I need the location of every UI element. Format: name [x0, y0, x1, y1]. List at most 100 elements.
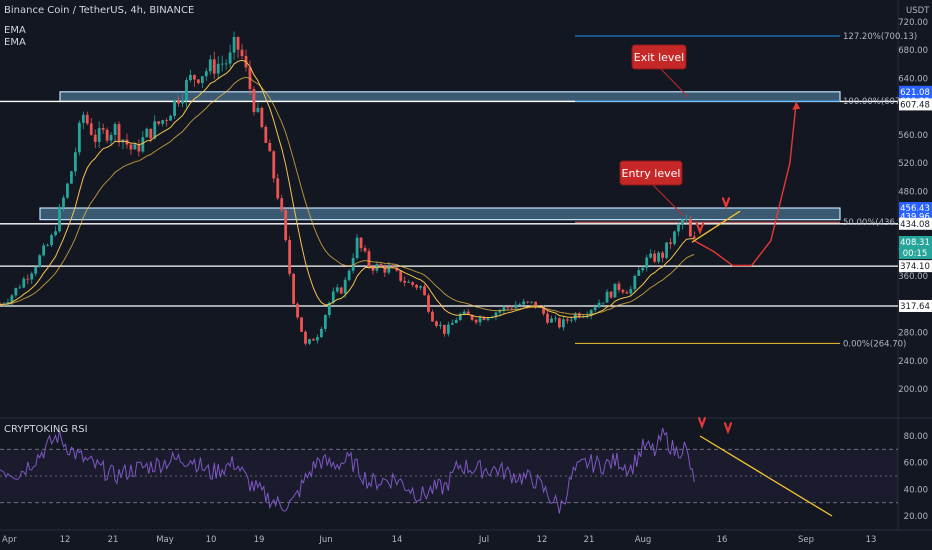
candle-body — [319, 328, 323, 338]
candle-body — [165, 120, 169, 122]
candle-body — [462, 311, 466, 314]
candle-body — [200, 76, 204, 83]
price-tag-bg — [899, 98, 932, 111]
price-axis-tick: 520.00 — [898, 159, 928, 169]
price-tag-bg — [899, 85, 932, 98]
candle-body — [73, 152, 77, 172]
ema-line — [0, 59, 695, 319]
candle-body — [546, 313, 549, 323]
candle-body — [474, 319, 478, 323]
candle-body — [50, 235, 53, 246]
exit-level-callout-text: Exit level — [634, 51, 684, 64]
candle-body — [181, 100, 184, 104]
candle-body — [661, 252, 664, 258]
candle-body — [379, 263, 383, 267]
candle-body — [589, 310, 593, 316]
time-axis-tick: 10 — [206, 535, 217, 545]
candle-body — [542, 307, 545, 314]
candle-body — [141, 137, 145, 152]
candle-body — [149, 128, 153, 139]
candle-body — [514, 304, 518, 309]
time-axis-tick: 21 — [584, 535, 595, 545]
candle-body — [129, 144, 133, 150]
candle-body — [189, 74, 192, 81]
fib-level-label: 50.00%(436.31) — [843, 218, 912, 228]
candle-body — [431, 311, 434, 322]
candle-body — [331, 291, 335, 303]
candle-body — [605, 291, 609, 303]
candle-body — [280, 198, 284, 210]
price-tag-label: 317.64 — [900, 302, 930, 312]
rsi-axis-tick: 40.00 — [904, 485, 928, 495]
candle-body — [439, 324, 442, 326]
candle-body — [212, 59, 216, 74]
fib-level-label: 127.20%(700.13) — [843, 32, 917, 42]
candle-body — [565, 319, 569, 321]
candle-body — [272, 151, 276, 179]
time-axis-tick: 12 — [60, 535, 71, 545]
candle-body — [62, 197, 65, 207]
time-axis-tick: 21 — [108, 535, 119, 545]
candle-body — [339, 287, 343, 294]
candle-body — [240, 49, 244, 57]
entry-level-callout-pointer — [650, 182, 684, 216]
candle-body — [641, 267, 645, 271]
candle-body — [300, 317, 303, 332]
candle-body — [633, 275, 637, 290]
candle-body — [70, 171, 73, 184]
candle-body — [454, 319, 458, 324]
candle-body — [399, 270, 403, 281]
candle-body — [34, 267, 38, 274]
candle-body — [276, 178, 280, 199]
candle-body — [427, 295, 430, 312]
candle-body — [637, 270, 641, 276]
candle-body — [613, 283, 617, 298]
candle-body — [252, 89, 256, 112]
ema-indicator-2[interactable]: EMA — [4, 37, 26, 48]
candle-body — [617, 283, 621, 290]
candle-body — [470, 314, 474, 320]
price-tag-bg — [899, 217, 932, 230]
time-axis-tick: 13 — [866, 535, 877, 545]
candle-body — [308, 339, 311, 344]
rsi-divergence-trendline — [699, 435, 833, 517]
candle-body — [554, 318, 557, 320]
candle-body — [665, 242, 668, 258]
zone-box — [59, 91, 841, 103]
candle-body — [597, 302, 601, 308]
candle-body — [10, 295, 14, 303]
candle-body — [105, 129, 109, 141]
rsi-axis-tick: 80.00 — [904, 432, 928, 442]
candle-body — [482, 317, 486, 321]
candle-body — [550, 318, 553, 323]
candle-body — [236, 36, 240, 50]
price-axis-tick: 720.00 — [898, 18, 928, 28]
candle-body — [133, 144, 137, 150]
candle-body — [304, 331, 307, 344]
candle-body — [220, 63, 224, 65]
candle-body — [435, 321, 438, 326]
candle-body — [601, 302, 605, 304]
price-axis-tick: 360.00 — [898, 272, 928, 282]
candle-body — [89, 123, 93, 135]
rsi-indicator-label[interactable]: CRYPTOKING RSI — [4, 424, 88, 435]
candle-body — [193, 74, 196, 80]
price-tag-label: 456.43 — [900, 204, 930, 214]
candle-body — [316, 337, 319, 341]
candle-body — [256, 107, 260, 112]
candle-body — [415, 284, 418, 288]
chart-title: Binance Coin / TetherUS, 4h, BINANCE — [4, 5, 195, 16]
candle-body — [363, 248, 367, 252]
candle-body — [450, 323, 454, 325]
projection-curve — [693, 101, 797, 267]
down-arrow-price-1 — [695, 222, 705, 235]
candle-body — [486, 318, 490, 321]
price-tag-label: 00:15 — [903, 249, 928, 259]
down-arrow-rsi-1 — [697, 416, 707, 430]
ema-indicator-1[interactable]: EMA — [4, 25, 26, 36]
candle-body — [323, 315, 327, 329]
candle-body — [161, 120, 165, 124]
entry-level-callout-text: Entry level — [622, 167, 681, 180]
candle-body — [649, 253, 653, 258]
